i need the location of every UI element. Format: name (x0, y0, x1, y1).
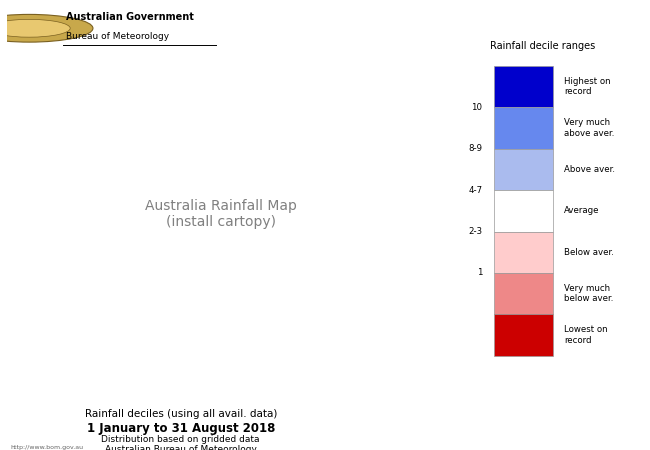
Bar (494, 231, 552, 273)
Text: Very much
below aver.: Very much below aver. (564, 284, 614, 303)
Text: Australia Rainfall Map
(install cartopy): Australia Rainfall Map (install cartopy) (145, 198, 297, 229)
Text: Australian Bureau of Meteorology: Australian Bureau of Meteorology (105, 445, 257, 450)
Text: Average: Average (564, 206, 600, 216)
Text: 8-9: 8-9 (468, 144, 482, 153)
Text: 2-3: 2-3 (468, 227, 482, 236)
Text: Australian Government: Australian Government (66, 12, 194, 22)
Circle shape (0, 19, 70, 37)
Circle shape (0, 14, 93, 42)
Text: Rainfall decile ranges: Rainfall decile ranges (490, 41, 595, 51)
Bar (494, 66, 552, 108)
Text: Highest on
record: Highest on record (564, 77, 611, 96)
Text: Bureau of Meteorology: Bureau of Meteorology (66, 32, 169, 41)
Text: 1 January to 31 August 2018: 1 January to 31 August 2018 (86, 422, 275, 435)
Bar (494, 190, 552, 231)
Bar (494, 314, 552, 356)
Bar (494, 108, 552, 149)
Text: 10: 10 (471, 103, 482, 112)
Text: Lowest on
record: Lowest on record (564, 325, 608, 345)
Text: Below aver.: Below aver. (564, 248, 614, 256)
Text: Above aver.: Above aver. (564, 165, 615, 174)
Text: 1: 1 (477, 268, 482, 277)
Text: 4-7: 4-7 (468, 186, 482, 195)
Bar (494, 149, 552, 190)
Text: Very much
above aver.: Very much above aver. (564, 118, 615, 138)
Text: Distribution based on gridded data: Distribution based on gridded data (101, 435, 260, 444)
Text: Rainfall deciles (using all avail. data): Rainfall deciles (using all avail. data) (84, 409, 277, 419)
Text: http://www.bom.gov.au: http://www.bom.gov.au (11, 445, 84, 450)
Bar (494, 273, 552, 314)
